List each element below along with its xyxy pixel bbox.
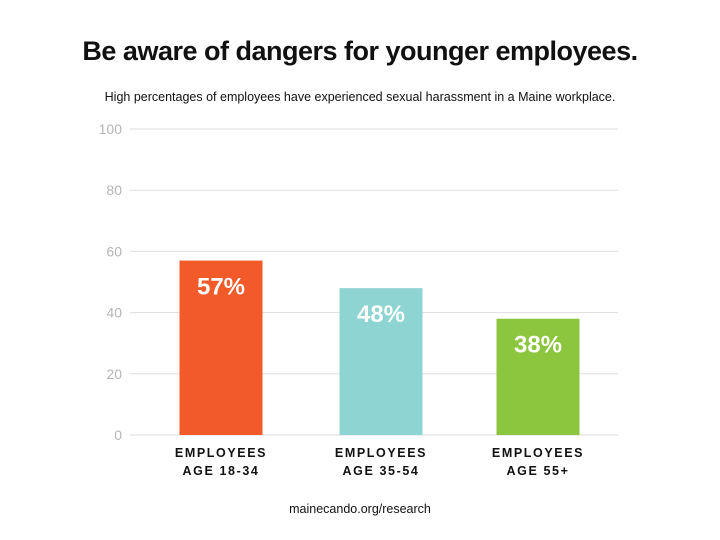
bar xyxy=(179,260,263,435)
bar xyxy=(339,288,423,435)
y-tick-label: 0 xyxy=(114,427,122,443)
y-tick-label: 20 xyxy=(106,366,122,382)
x-tick-label: AGE 35-54 xyxy=(343,464,420,478)
y-tick-label: 100 xyxy=(99,121,123,137)
chart-title: Be aware of dangers for younger employee… xyxy=(82,36,638,66)
data-label: 48% xyxy=(357,301,405,328)
y-tick-label: 80 xyxy=(106,182,122,198)
x-tick-label: AGE 55+ xyxy=(507,464,570,478)
x-tick-label: AGE 18-34 xyxy=(183,464,260,478)
chart-subtitle: High percentages of employees have exper… xyxy=(104,90,616,104)
y-tick-label: 60 xyxy=(106,243,122,259)
y-tick-label: 40 xyxy=(106,305,122,321)
data-label: 38% xyxy=(514,332,562,359)
x-tick-label: EMPLOYEES xyxy=(175,446,267,460)
x-tick-label: EMPLOYEES xyxy=(335,446,427,460)
source-link[interactable]: mainecando.org/research xyxy=(289,502,431,516)
x-tick-label: EMPLOYEES xyxy=(492,446,584,460)
data-label: 57% xyxy=(197,274,245,301)
bar xyxy=(496,318,580,435)
